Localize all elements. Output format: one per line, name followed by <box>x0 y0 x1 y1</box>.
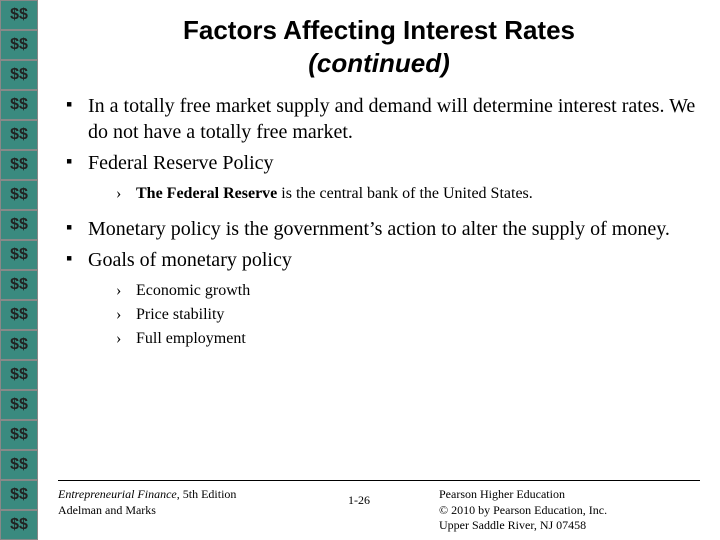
slide-content: Factors Affecting Interest Rates (contin… <box>38 0 720 540</box>
bullet-item: Monetary policy is the government’s acti… <box>64 216 700 242</box>
title-line1: Factors Affecting Interest Rates <box>183 15 575 45</box>
sidebar-cell: $$ <box>0 330 38 360</box>
footer-copyright: © 2010 by Pearson Education, Inc. <box>439 503 607 517</box>
footer-authors: Adelman and Marks <box>58 503 156 517</box>
bullet-text: Goals of monetary policy <box>88 249 292 271</box>
sub-bullet-text: Economic growth <box>136 282 250 299</box>
sub-bullet-item: Full employment <box>116 327 700 351</box>
sidebar-cell: $$ <box>0 120 38 150</box>
sidebar-cell: $$ <box>0 360 38 390</box>
slide-title: Factors Affecting Interest Rates (contin… <box>58 14 700 79</box>
sidebar-cell: $$ <box>0 450 38 480</box>
footer-address: Upper Saddle River, NJ 07458 <box>439 518 586 532</box>
footer-publisher: Pearson Higher Education <box>439 487 565 501</box>
bullet-item: In a totally free market supply and dema… <box>64 93 700 146</box>
bullet-text: Monetary policy is the government’s acti… <box>88 218 670 240</box>
sub-bullet-bold: The Federal Reserve <box>136 185 277 202</box>
bullet-item: Federal Reserve Policy The Federal Reserv… <box>64 150 700 206</box>
sidebar-cell: $$ <box>0 270 38 300</box>
sidebar-cell: $$ <box>0 510 38 540</box>
footer-page-number: 1-26 <box>319 487 399 509</box>
sub-bullet-item: Price stability <box>116 303 700 327</box>
sidebar-cell: $$ <box>0 30 38 60</box>
sidebar-cell: $$ <box>0 60 38 90</box>
sub-bullet-list: Economic growth Price stability Full emplo… <box>88 279 700 351</box>
sub-bullet-text: Full employment <box>136 330 246 347</box>
sidebar-cell: $$ <box>0 0 38 30</box>
footer-right: Pearson Higher Education © 2010 by Pears… <box>399 487 700 534</box>
sub-bullet-list: The Federal Reserve is the central bank … <box>88 182 700 206</box>
bullet-item: Goals of monetary policy Economic growth P… <box>64 247 700 351</box>
sidebar-cell: $$ <box>0 90 38 120</box>
sub-bullet-text: Price stability <box>136 306 224 323</box>
bullet-text: Federal Reserve Policy <box>88 152 274 174</box>
sub-bullet-item: Economic growth <box>116 279 700 303</box>
sidebar-cell: $$ <box>0 150 38 180</box>
footer-book-title: Entrepreneurial Finance <box>58 487 177 501</box>
sidebar-cell: $$ <box>0 390 38 420</box>
bullet-list-1: In a totally free market supply and dema… <box>58 93 700 210</box>
sidebar-cell: $$ <box>0 240 38 270</box>
sidebar-cell: $$ <box>0 480 38 510</box>
bullet-text: In a totally free market supply and dema… <box>88 95 695 143</box>
sidebar-cell: $$ <box>0 180 38 210</box>
sidebar-cell: $$ <box>0 210 38 240</box>
sidebar-cell: $$ <box>0 300 38 330</box>
title-line2: (continued) <box>308 48 450 78</box>
sub-bullet-text: is the central bank of the United States… <box>277 185 532 202</box>
footer-edition: , 5th Edition <box>177 487 237 501</box>
footer: Entrepreneurial Finance, 5th Edition Ade… <box>58 480 700 534</box>
sidebar: $$$$$$$$$$$$$$$$$$$$$$$$$$$$$$$$$$$$ <box>0 0 38 540</box>
sidebar-cell: $$ <box>0 420 38 450</box>
bullet-list-2: Monetary policy is the government’s acti… <box>58 216 700 355</box>
footer-left: Entrepreneurial Finance, 5th Edition Ade… <box>58 487 319 518</box>
sub-bullet-item: The Federal Reserve is the central bank … <box>116 182 700 206</box>
